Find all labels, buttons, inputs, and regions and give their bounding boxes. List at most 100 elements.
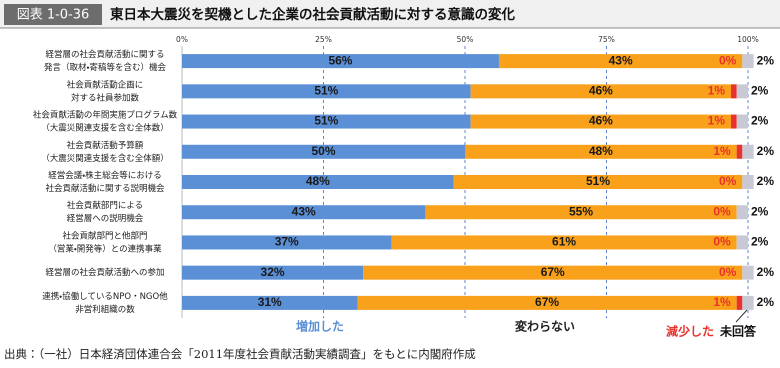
x-tick-label: 25% — [315, 35, 332, 44]
value-label: 1% — [713, 144, 731, 158]
bar-segment — [736, 205, 748, 220]
bar-segment — [465, 144, 737, 159]
bar-segment — [182, 295, 358, 310]
bar-segment — [453, 175, 743, 189]
figure-label: 図表 1-0-36 — [17, 8, 90, 23]
y-tick-label: （営業・開発等）との連携事業 — [48, 243, 162, 254]
value-label: 2% — [757, 265, 775, 279]
value-label: 56% — [328, 53, 352, 67]
legend-label: 変わらない — [515, 319, 575, 334]
bar-segment — [182, 114, 471, 129]
bar-segment — [363, 265, 743, 280]
value-label: 1% — [713, 295, 731, 309]
value-label: 51% — [314, 114, 338, 128]
value-label: 46% — [589, 84, 613, 98]
x-tick-label: 50% — [457, 35, 474, 44]
bar-segment — [182, 235, 392, 250]
value-label: 1% — [708, 84, 726, 98]
bar-segment — [182, 54, 499, 69]
value-label: 2% — [757, 174, 775, 188]
value-label: 2% — [751, 204, 769, 218]
x-tick-label: 100% — [737, 35, 758, 44]
figure-label-box — [4, 4, 102, 25]
y-tick-label: 経営層の社会貢献活動に関する — [45, 49, 164, 60]
value-label: 55% — [569, 204, 593, 218]
bar-segment — [357, 295, 737, 310]
value-label: 2% — [751, 114, 769, 128]
value-label: 51% — [314, 84, 338, 98]
x-tick-label: 0% — [176, 35, 188, 44]
value-label: 67% — [541, 265, 565, 279]
y-tick-label: 連携・協働しているNPO・NGO他 — [42, 291, 168, 302]
legend-leader — [735, 309, 748, 323]
bar-segment — [736, 144, 743, 159]
value-label: 0% — [713, 204, 731, 218]
y-tick-label: 経営会議・株主総会等における — [48, 170, 161, 181]
bar-segment — [182, 265, 364, 280]
value-label: 48% — [589, 144, 613, 158]
bar-segment — [742, 54, 754, 69]
bar-segment — [182, 205, 426, 220]
bar-segment — [742, 175, 754, 189]
source: 出典：（一社）日本経済団体連合会「2011年度社会貢献活動実績調査」をもとに内閣… — [4, 347, 476, 361]
y-tick-label: 社会貢献活動の年間実施プログラム数 — [33, 110, 178, 121]
y-tick-label: 対する社員参加数 — [71, 92, 140, 103]
value-label: 37% — [275, 235, 299, 249]
value-label: 46% — [589, 114, 613, 128]
bar-segment — [736, 84, 748, 99]
y-tick-label: 社会貢献活動企画に — [67, 79, 144, 90]
bar-segment — [731, 114, 737, 129]
value-label: 2% — [751, 235, 769, 249]
bar-segment — [742, 144, 754, 159]
bar-segment — [736, 295, 743, 310]
bar-segment — [736, 235, 748, 250]
y-tick-label: 非営利組織の数 — [75, 304, 135, 315]
bar-segment — [182, 84, 471, 99]
legend-label: 増加した — [296, 319, 344, 334]
value-label: 2% — [751, 84, 769, 98]
legend-label: 減少した — [666, 324, 714, 339]
y-tick-label: 社会貢献活動に関する説明機会 — [45, 183, 165, 194]
bar-segment — [425, 205, 737, 220]
bar-segment — [470, 84, 732, 99]
y-tick-label: 社会貢献部門による — [67, 200, 143, 211]
bar-segment — [470, 114, 732, 129]
value-label: 31% — [258, 295, 282, 309]
value-label: 0% — [719, 53, 737, 67]
value-label: 32% — [261, 265, 285, 279]
value-label: 0% — [713, 235, 731, 249]
y-tick-label: 経営層への説明機会 — [67, 213, 144, 224]
bar-segment — [182, 144, 465, 159]
bar-segment — [742, 265, 754, 280]
legend-label: 未回答 — [719, 324, 757, 339]
value-label: 67% — [535, 295, 559, 309]
y-tick-label: 社会貢献部門と他部門 — [62, 230, 147, 241]
header-bg — [0, 0, 780, 28]
x-tick-label: 75% — [598, 35, 615, 44]
value-label: 43% — [292, 204, 316, 218]
value-label: 43% — [609, 53, 633, 67]
bar-segment — [731, 84, 737, 99]
y-tick-label: 経営層の社会貢献活動への参加 — [45, 267, 164, 278]
value-label: 2% — [757, 295, 775, 309]
value-label: 48% — [306, 174, 330, 188]
value-label: 50% — [311, 144, 335, 158]
y-tick-label: （大震災関連支援を含む全体額） — [41, 153, 169, 164]
bar-segment — [736, 114, 748, 129]
value-label: 0% — [719, 174, 737, 188]
y-tick-label: （大震災関連支援を含む全体数） — [41, 123, 169, 134]
bar-segment — [391, 235, 737, 250]
value-label: 0% — [719, 265, 737, 279]
value-label: 61% — [552, 235, 576, 249]
value-label: 2% — [757, 53, 775, 67]
y-tick-label: 社会貢献活動予算額 — [67, 140, 144, 151]
bar-segment — [498, 54, 743, 69]
bar-segment — [742, 295, 754, 310]
value-label: 51% — [586, 174, 610, 188]
y-tick-label: 発言（取材・寄稿等を含む）機会 — [44, 62, 166, 73]
value-label: 2% — [757, 144, 775, 158]
value-label: 1% — [708, 114, 726, 128]
bar-segment — [182, 175, 454, 189]
chart-title: 東日本大震災を契機とした企業の社会貢献活動に対する意識の変化 — [110, 6, 515, 23]
